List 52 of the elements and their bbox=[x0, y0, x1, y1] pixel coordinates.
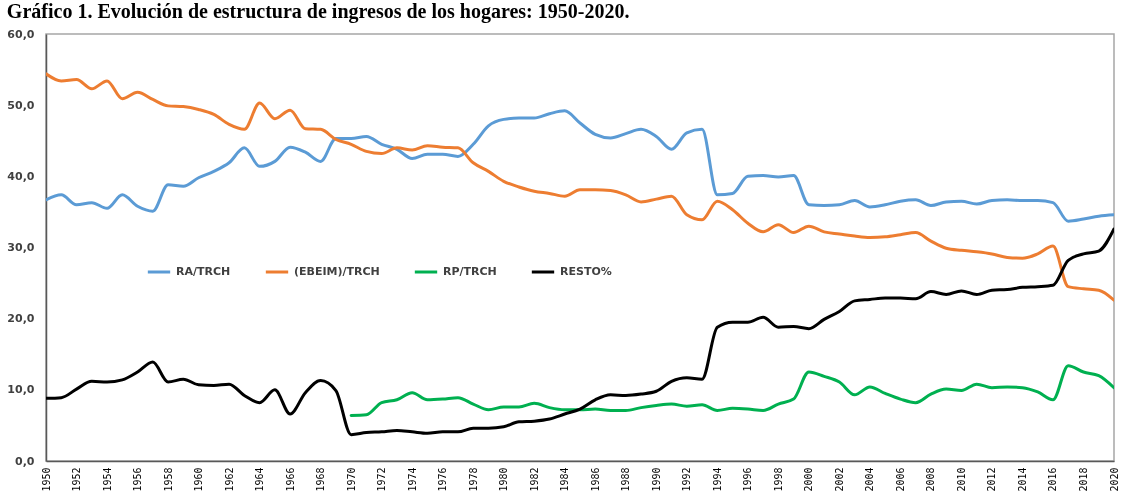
x-tick-label: 1962 bbox=[223, 467, 235, 492]
x-tick-label: 1994 bbox=[711, 467, 723, 492]
x-tick-label: 1958 bbox=[162, 467, 174, 492]
x-tick-label: 1950 bbox=[40, 467, 52, 492]
x-tick-label: 1976 bbox=[437, 467, 449, 492]
x-tick-label: 1952 bbox=[71, 467, 83, 492]
x-tick-label: 1982 bbox=[528, 467, 540, 492]
x-tick-label: 2020 bbox=[1108, 467, 1120, 492]
x-tick-label: 1972 bbox=[376, 467, 388, 492]
x-tick-label: 2010 bbox=[955, 467, 967, 492]
x-tick-label: 1990 bbox=[650, 467, 662, 492]
x-tick-label: 1984 bbox=[559, 467, 571, 492]
x-tick-label: 1968 bbox=[315, 467, 327, 492]
x-tick-label: 1996 bbox=[742, 467, 754, 492]
x-tick-label: 2006 bbox=[894, 467, 906, 492]
x-tick-label: 2000 bbox=[803, 467, 815, 492]
x-tick-label: 2012 bbox=[986, 467, 998, 492]
x-tick-label: 1980 bbox=[498, 467, 510, 492]
x-tick-label: 1956 bbox=[132, 467, 144, 492]
chart-title: Gráfico 1. Evolución de estructura de ingresos de los hogares: 1950-2020. bbox=[6, 0, 630, 23]
x-tick-label: 1974 bbox=[406, 467, 418, 492]
legend-label: (EBEIM)/TRCH bbox=[294, 265, 380, 278]
x-tick-label: 2002 bbox=[833, 467, 845, 492]
line-series bbox=[349, 364, 1114, 417]
x-tick-label: 1986 bbox=[589, 467, 601, 492]
x-tick-label: 1964 bbox=[254, 467, 266, 492]
x-tick-label: 2014 bbox=[1016, 467, 1028, 492]
x-tick-label: 1998 bbox=[772, 467, 784, 492]
x-tick-label: 2004 bbox=[864, 467, 876, 492]
legend-label: RESTO% bbox=[560, 265, 612, 278]
x-tick-label: 2008 bbox=[925, 467, 937, 492]
y-tick-label: 30,0 bbox=[7, 241, 35, 254]
y-tick-label: 50,0 bbox=[7, 98, 35, 112]
x-tick-label: 1978 bbox=[467, 467, 479, 492]
x-tick-label: 2016 bbox=[1047, 467, 1059, 492]
y-tick-label: 20,0 bbox=[7, 312, 35, 326]
x-tick-label: 1960 bbox=[193, 467, 205, 492]
line-series bbox=[46, 109, 1114, 223]
y-tick-label: 60,0 bbox=[7, 27, 35, 41]
line-series bbox=[46, 227, 1114, 437]
y-tick-label: 0,0 bbox=[15, 454, 35, 468]
line-series bbox=[46, 72, 1114, 302]
y-tick-label: 40,0 bbox=[7, 169, 35, 183]
legend-label: RA/TRCH bbox=[176, 265, 231, 278]
x-tick-label: 1988 bbox=[620, 467, 632, 492]
y-tick-label: 10,0 bbox=[7, 383, 35, 397]
legend-label: RP/TRCH bbox=[443, 265, 497, 278]
x-tick-label: 2018 bbox=[1077, 467, 1089, 492]
x-tick-label: 1954 bbox=[101, 467, 113, 492]
x-tick-label: 1992 bbox=[681, 467, 693, 492]
x-tick-label: 1970 bbox=[345, 467, 357, 492]
x-tick-label: 1966 bbox=[284, 467, 296, 492]
